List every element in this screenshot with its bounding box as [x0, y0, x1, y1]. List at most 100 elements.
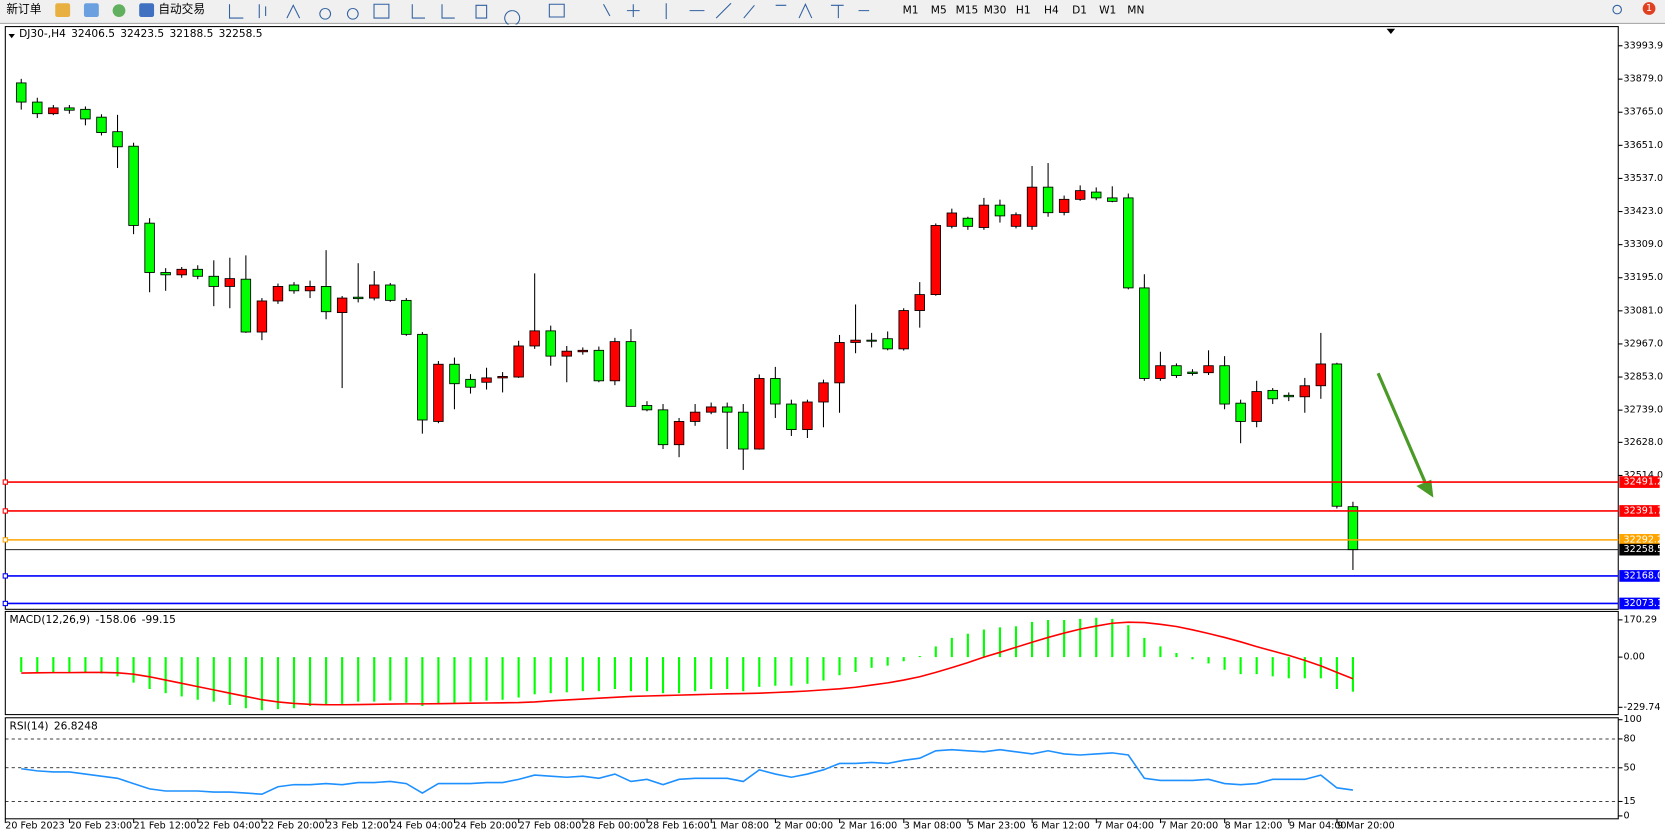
macd-bar — [966, 633, 969, 658]
price-line-handle — [2, 537, 8, 543]
candle-body — [1026, 186, 1038, 227]
candle-body — [1315, 363, 1327, 387]
alerts-icon[interactable] — [1642, 2, 1656, 15]
candle-body — [481, 377, 492, 383]
timeframe-button[interactable]: M1 — [903, 4, 919, 17]
price-label-bg — [1619, 505, 1660, 517]
candle-body — [208, 275, 219, 287]
x-tick-label: 23 Feb 12:00 — [326, 821, 389, 832]
signal-line — [21, 621, 1354, 706]
candle-body — [1331, 363, 1343, 507]
macd-bar — [405, 657, 408, 703]
candle-body — [224, 278, 236, 287]
toolbar: 新订单 自动交易 1 M1 M5 M15 M30 H1 H4 D1 W1 MN — [0, 0, 1665, 26]
y-tick-label: 0 — [1624, 810, 1630, 821]
macd-bar — [453, 657, 456, 703]
y-tick-label: 33765.0 — [1624, 107, 1663, 118]
x-tick-label: 2 Mar 16:00 — [840, 821, 898, 832]
macd-bar — [148, 657, 151, 690]
macd-bar — [421, 657, 424, 707]
price-line-handle — [2, 573, 8, 579]
candle-body — [272, 286, 284, 302]
x-tick-label: 28 Feb 00:00 — [583, 821, 646, 832]
x-tick-label: 21 Feb 12:00 — [134, 821, 197, 832]
candle-body — [144, 222, 155, 273]
candle-body — [256, 300, 268, 333]
macd-bar — [870, 657, 873, 668]
y-tick-label: 15 — [1624, 796, 1636, 807]
macd-bar — [36, 657, 39, 673]
candle-body — [930, 225, 941, 296]
candle-body — [80, 108, 91, 120]
macd-bar — [1303, 657, 1306, 679]
macd-bar — [100, 657, 103, 674]
icon[interactable] — [139, 3, 155, 18]
icon[interactable] — [112, 4, 126, 18]
macd-bar — [276, 657, 280, 710]
candle-body — [673, 421, 685, 446]
toolbar-bg — [0, 0, 1665, 24]
macd-bar — [726, 657, 729, 690]
candle-body — [786, 403, 797, 431]
macd-bar — [116, 657, 119, 677]
candle-body — [128, 145, 139, 226]
price-line-handle — [2, 508, 8, 514]
macd-bar — [565, 657, 568, 693]
candle-body — [192, 268, 203, 277]
macd-bar — [998, 627, 1002, 658]
candle-body — [433, 363, 444, 422]
candle-body — [1187, 371, 1198, 374]
macd-bar — [918, 656, 921, 658]
macd-bar — [1014, 626, 1018, 658]
y-tick-label: 32628.0 — [1624, 437, 1663, 448]
search-icon[interactable] — [1612, 4, 1622, 15]
price-label-bg — [1619, 597, 1660, 610]
candle-body — [545, 330, 556, 357]
candle-body — [1155, 365, 1166, 379]
macd-bar — [1111, 618, 1114, 658]
candle-body — [497, 376, 508, 379]
macd-bar — [645, 657, 649, 692]
macd-bar — [549, 657, 552, 694]
pane-menu[interactable] — [8, 34, 15, 39]
y-tick-label: 0.00 — [1624, 652, 1645, 663]
price-label-bg — [1619, 534, 1660, 546]
candle-body — [834, 342, 845, 384]
timeframe-button[interactable]: MN — [1127, 4, 1144, 17]
pane-header-text: 32423.5 — [120, 27, 164, 40]
macd-bar — [485, 657, 488, 701]
y-tick-label: 32967.0 — [1624, 338, 1663, 349]
macd-bar — [854, 657, 857, 672]
candle-body — [882, 338, 893, 350]
pane-header-text: 32258.5 — [219, 27, 263, 40]
new-order-button[interactable]: 新订单 — [6, 2, 41, 16]
timeframe-button[interactable]: M30 — [984, 4, 1007, 17]
macd-bar — [1207, 657, 1210, 664]
timeframe-button[interactable]: D1 — [1072, 4, 1087, 17]
timeframe-button[interactable]: M5 — [931, 4, 947, 17]
macd-bar — [790, 657, 793, 686]
timeframe-button[interactable]: M15 — [956, 4, 979, 17]
macd-bar — [1095, 617, 1098, 658]
macd-bar — [341, 657, 344, 704]
icon[interactable] — [55, 3, 71, 18]
timeframe-button[interactable]: H1 — [1016, 4, 1031, 17]
macd-bar — [902, 657, 905, 662]
macd-bar — [822, 657, 825, 681]
macd-bar — [437, 657, 440, 704]
x-tick-label: 9 Mar 20:00 — [1337, 821, 1395, 832]
candle-body — [352, 296, 364, 300]
icon[interactable] — [83, 3, 99, 18]
timeframe-button[interactable]: W1 — [1099, 4, 1116, 17]
macd-bar — [1239, 657, 1242, 675]
auto-trading-button[interactable]: 自动交易 — [158, 2, 205, 16]
candle-body — [1107, 197, 1118, 202]
main-pane — [4, 26, 1619, 610]
macd-bar — [613, 657, 616, 690]
macd-bar — [758, 657, 761, 687]
candle-body — [898, 310, 909, 350]
timeframe-button[interactable]: H4 — [1044, 4, 1059, 17]
macd-bar — [597, 657, 600, 692]
